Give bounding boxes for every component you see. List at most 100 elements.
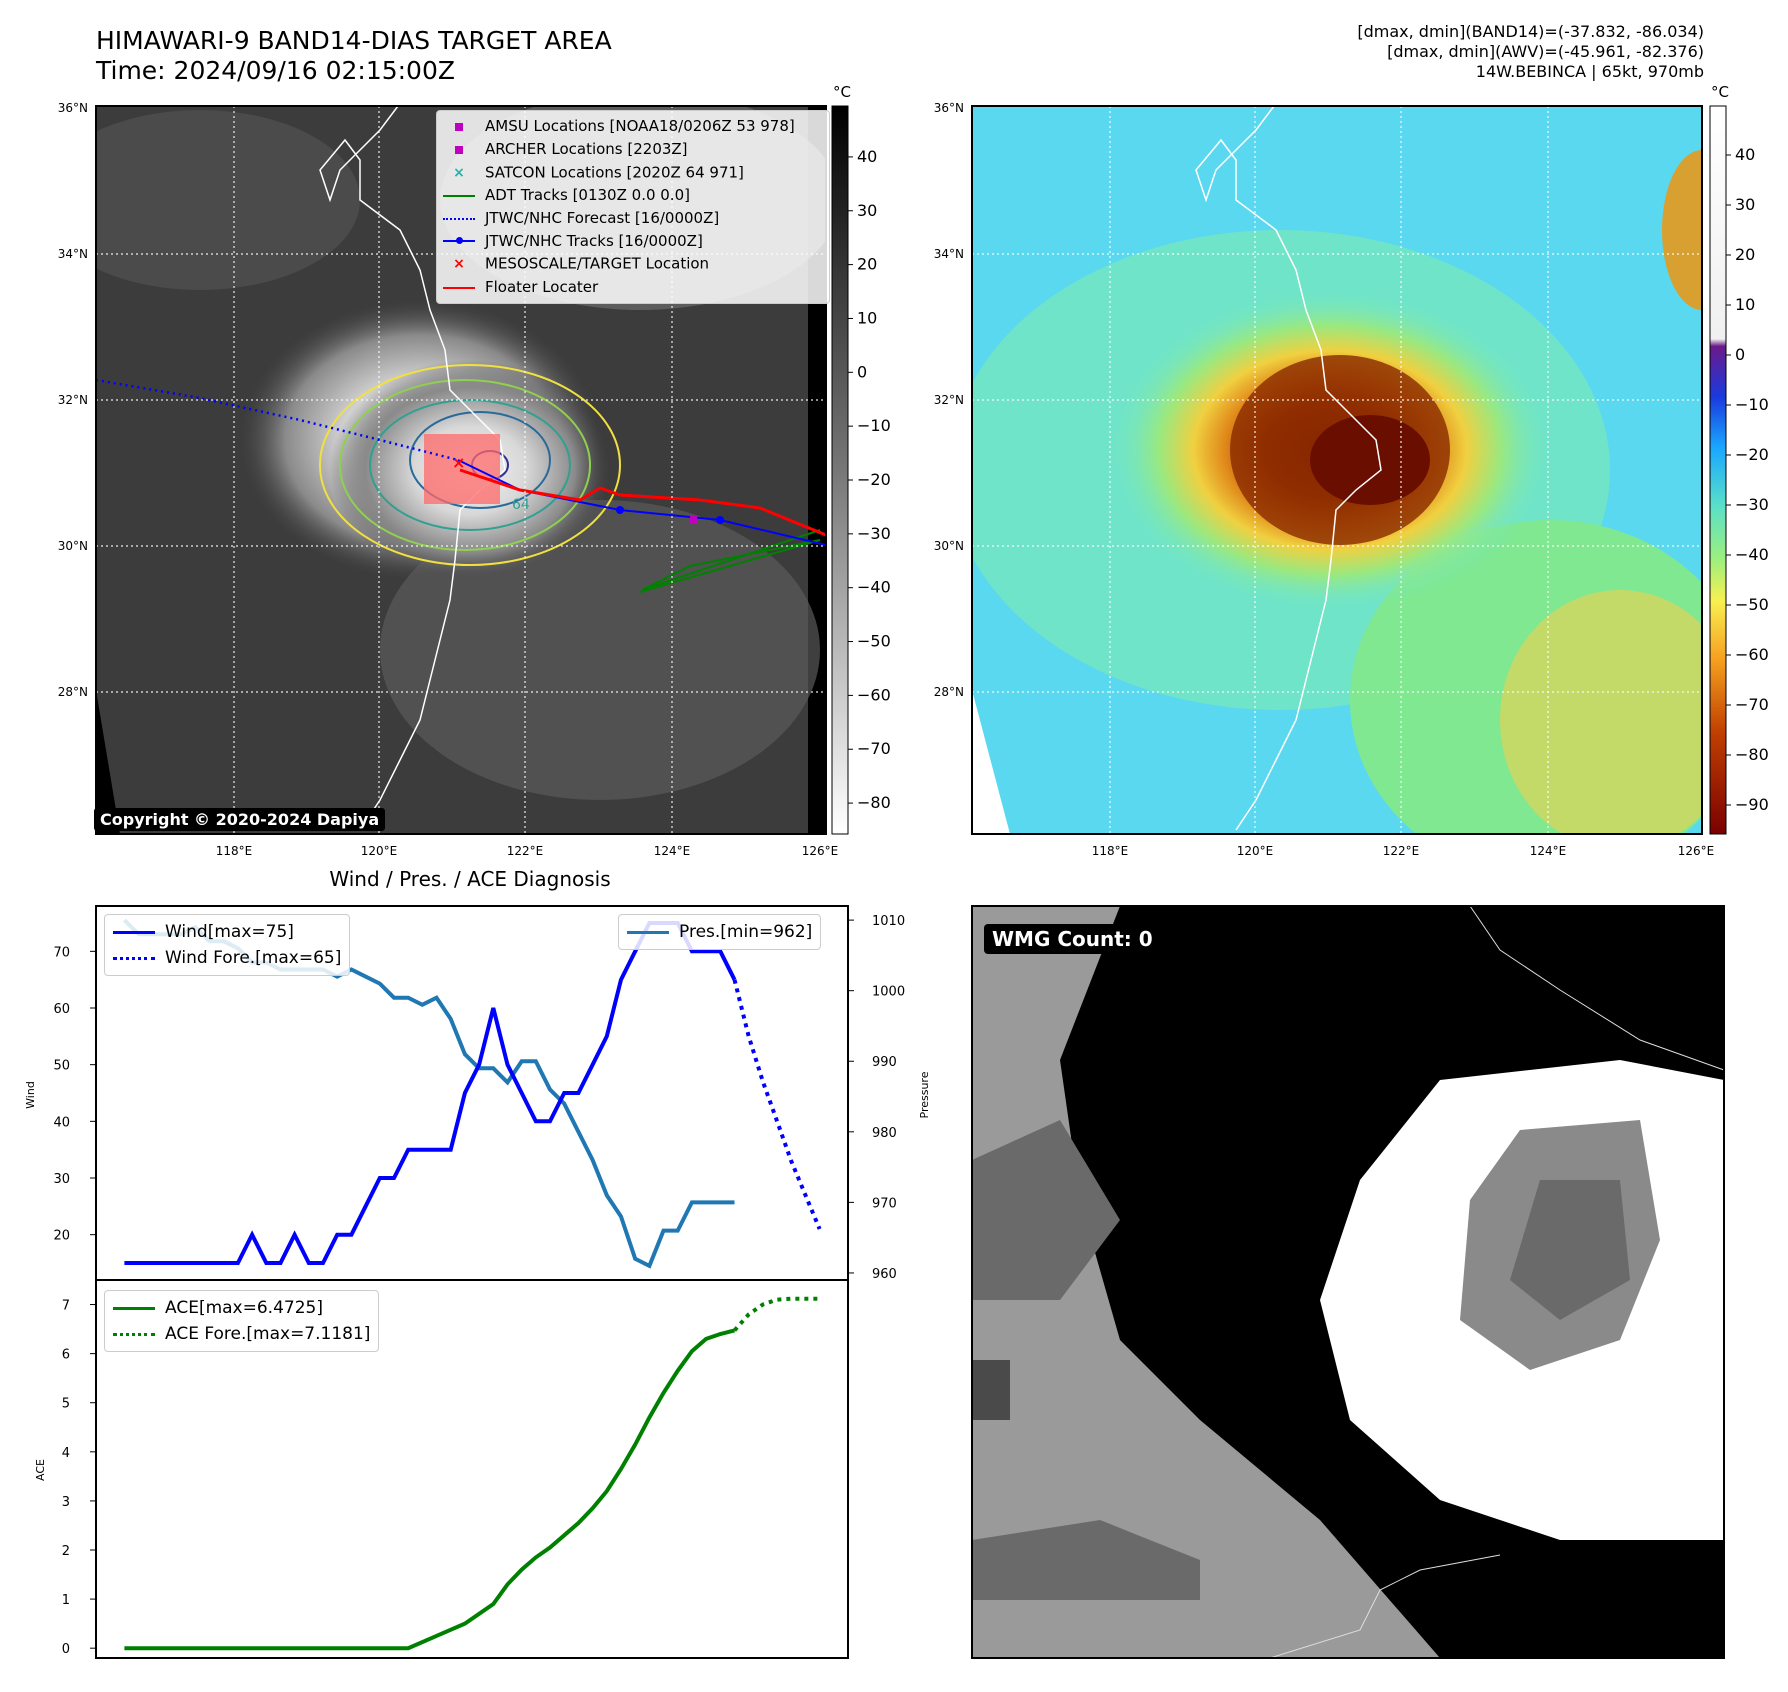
pressure-tick-label: 960 (872, 1267, 897, 1282)
colorbar-tick-label: −60 (1735, 645, 1769, 664)
ace-tick-label: 5 (62, 1397, 70, 1412)
info-line-1: [dmax, dmin](BAND14)=(-37.832, -86.034) (1357, 22, 1704, 41)
pressure-ylabel: Pressure (918, 1071, 931, 1118)
colorbar-tick-label: −70 (1735, 695, 1769, 714)
pressure-tick-label: 1000 (872, 985, 905, 1000)
pressure-legend-entry: Pres.[min=962] (627, 919, 812, 945)
legend-swatch-icon (443, 138, 475, 161)
legend-swatch-icon (443, 115, 475, 138)
colorbar-tick-label: −50 (857, 632, 891, 651)
legend-swatch-icon (443, 207, 475, 230)
wind-ylabel: Wind (24, 1081, 37, 1109)
map-left-ticks: 118°E 120°E 122°E 124°E 126°E 36°N 34°N … (58, 101, 839, 858)
colorbar-tick-label: 20 (857, 255, 877, 274)
colorbar-tick-label: 40 (1735, 145, 1755, 164)
lon-tick: 118°E (1092, 844, 1129, 858)
lat-tick: 36°N (934, 101, 964, 115)
legend-swatch-icon: × (453, 164, 465, 181)
ace-tick-label: 2 (62, 1544, 70, 1559)
info-line-2: [dmax, dmin](AWV)=(-45.961, -82.376) (1387, 42, 1704, 61)
colorbar-tick-label: −40 (857, 578, 891, 597)
colorbar-tick-label: 0 (1735, 345, 1745, 364)
colorbar-tick-label: −70 (857, 739, 891, 758)
colorbar-tick-label: −90 (1735, 795, 1769, 814)
lat-tick: 36°N (58, 101, 88, 115)
lon-tick: 124°E (654, 844, 691, 858)
chart-title: Wind / Pres. / ACE Diagnosis (329, 867, 610, 891)
pressure-legend: Pres.[min=962] (618, 914, 822, 950)
legend-label: AMSU Locations [NOAA18/0206Z 53 978] (485, 117, 795, 135)
map-legend-entry: × SATCON Locations [2020Z 64 971] (443, 161, 823, 185)
wind-tick-label: 20 (53, 1229, 70, 1244)
ace-tick-label: 6 (62, 1348, 70, 1363)
ir-map-panel: 64 × (95, 105, 827, 835)
legend-label: Floater Locater (485, 277, 599, 296)
legend-swatch-icon (443, 276, 475, 299)
lon-tick: 126°E (1678, 844, 1715, 858)
wind-legend: Wind[max=75] Wind Fore.[max=65] (104, 914, 351, 976)
title-line-2: Time: 2024/09/16 02:15:00Z (96, 56, 455, 85)
wind-forecast-legend-entry: Wind Fore.[max=65] (113, 945, 341, 971)
wind-tick-label: 30 (53, 1172, 70, 1187)
lat-tick: 32°N (58, 393, 88, 407)
ace-forecast-line (733, 1296, 820, 1332)
map-legend: AMSU Locations [NOAA18/0206Z 53 978] ARCH… (436, 110, 830, 304)
lon-tick: 118°E (216, 844, 253, 858)
ace-ylabel: ACE (34, 1459, 47, 1481)
diagnosis-chart: 20 30 40 50 60 70 960 970 980 990 1000 1010 0 1 2 3 4 5 6… (53, 905, 905, 1659)
archer-marker-icon (690, 516, 697, 523)
wind-legend-entry: Wind[max=75] (113, 919, 341, 945)
lon-tick: 126°E (802, 844, 839, 858)
lon-tick: 120°E (1237, 844, 1274, 858)
target-marker-icon: × (452, 453, 465, 472)
colorbar-tick-label: −20 (857, 470, 891, 489)
map-legend-entry: JTWC/NHC Tracks [16/0000Z] (443, 230, 823, 253)
colorbar-tick-label: 40 (857, 147, 877, 166)
pressure-tick-label: 980 (872, 1126, 897, 1141)
wind-forecast-line (732, 979, 822, 1230)
lat-tick: 32°N (934, 393, 964, 407)
legend-label: JTWC/NHC Forecast [16/0000Z] (485, 208, 720, 227)
wind-tick-label: 60 (53, 1002, 70, 1017)
wind-tick-label: 40 (53, 1115, 70, 1130)
colorbar-tick-label: 30 (857, 201, 877, 220)
lon-tick: 122°E (507, 844, 544, 858)
ace-legend-entry: ACE[max=6.4725] (113, 1295, 370, 1321)
map-legend-entry: AMSU Locations [NOAA18/0206Z 53 978] (443, 115, 823, 138)
lat-tick: 34°N (58, 247, 88, 261)
colorbar-tick-label: −10 (857, 416, 891, 435)
colorbar-tick-label: −10 (1735, 395, 1769, 414)
lat-tick: 34°N (934, 247, 964, 261)
title-line-1: HIMAWARI-9 BAND14-DIAS TARGET AREA (96, 26, 612, 55)
colorbar-unit: °C (1711, 83, 1729, 101)
lat-tick: 30°N (934, 539, 964, 553)
ace-legend: ACE[max=6.4725] ACE Fore.[max=7.1181] (104, 1290, 380, 1352)
legend-label: SATCON Locations [2020Z 64 971] (485, 162, 744, 181)
colorbar-right: °C 40 30 20 10 0 −10 −20 −30 −40 −50 −60 −70 −80 −90 (1709, 83, 1769, 835)
lon-tick: 122°E (1383, 844, 1420, 858)
map-right-ticks: 118°E 120°E 122°E 124°E 126°E 36°N 34°N … (934, 101, 1715, 858)
colorbar-tick-label: −20 (1735, 445, 1769, 464)
pressure-tick-label: 990 (872, 1055, 897, 1070)
colorbar-tick-label: 10 (1735, 295, 1755, 314)
legend-swatch-icon (443, 184, 475, 207)
lat-tick: 30°N (58, 539, 88, 553)
ace-tick-label: 7 (62, 1299, 70, 1314)
lat-tick: 28°N (934, 685, 964, 699)
ace-forecast-legend-entry: ACE Fore.[max=7.1181] (113, 1321, 370, 1347)
ace-tick-label: 3 (62, 1495, 70, 1510)
colorbar-tick-label: 10 (857, 308, 877, 327)
colorbar-tick-label: −40 (1735, 545, 1769, 564)
map-legend-entry: ADT Tracks [0130Z 0.0 0.0] (443, 184, 823, 207)
colorbar-tick-label: −80 (857, 793, 891, 812)
lat-tick: 28°N (58, 685, 88, 699)
wmg-count-badge: WMG Count: 0 (984, 924, 1161, 954)
wind-line (124, 921, 737, 1265)
copyright-badge: Copyright © 2020-2024 Dapiya (94, 808, 386, 831)
colorbar-tick-label: 0 (857, 362, 867, 381)
map-legend-entry: ARCHER Locations [2203Z] (443, 138, 823, 161)
colorbar-tick-label: −80 (1735, 745, 1769, 764)
info-line-3: 14W.BEBINCA | 65kt, 970mb (1475, 62, 1704, 81)
legend-swatch-icon (443, 230, 475, 253)
